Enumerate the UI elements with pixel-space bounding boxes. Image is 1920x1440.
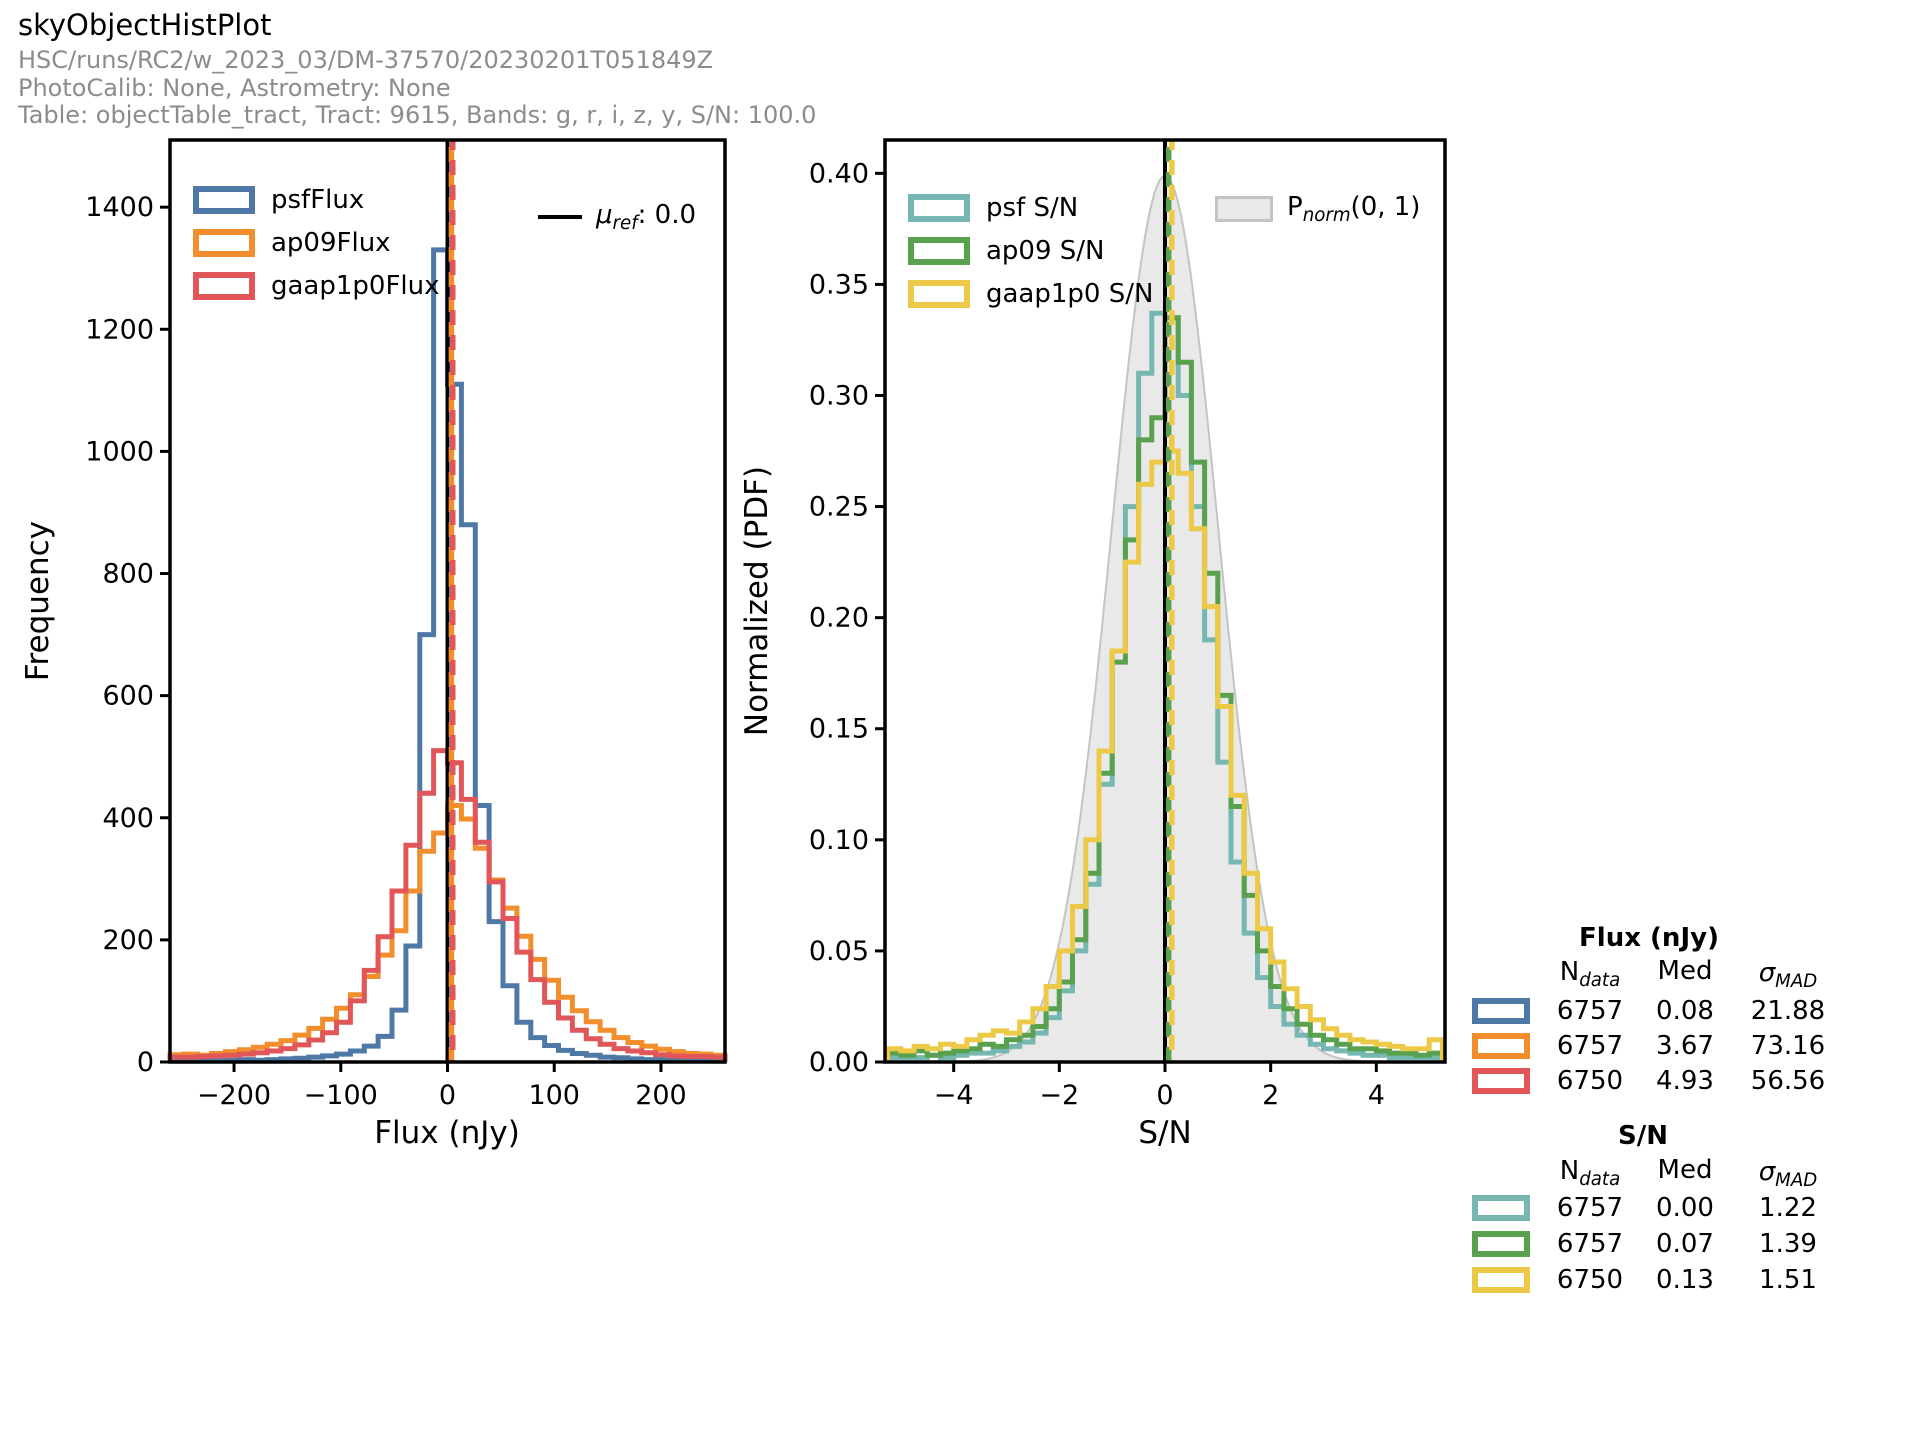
page-title: skyObjectHistPlot xyxy=(18,8,272,42)
svg-text:600: 600 xyxy=(102,681,154,712)
svg-text:100: 100 xyxy=(528,1080,580,1111)
svg-text:0.00: 0.00 xyxy=(809,1047,869,1078)
subtitle-calib: PhotoCalib: None, Astrometry: None xyxy=(18,74,451,102)
svg-text:4: 4 xyxy=(1368,1080,1385,1111)
svg-text:0.30: 0.30 xyxy=(809,380,869,411)
stats-flux-header: Flux (nJy) xyxy=(1579,923,1719,953)
psf-sn-stat-swatch-icon xyxy=(1472,1195,1530,1221)
ap09-sn-stat-swatch-icon xyxy=(1472,1231,1530,1257)
legend-item-gaap1p0flux: gaap1p0Flux xyxy=(193,264,440,307)
stats-flux-row-ap09: 6757 3.67 73.16 xyxy=(1472,1033,1882,1059)
svg-text:2: 2 xyxy=(1262,1080,1279,1111)
svg-text:0.10: 0.10 xyxy=(809,825,869,856)
stats-flux-col-sigma: σMAD xyxy=(1758,957,1818,993)
stats-sn-header: S/N xyxy=(1618,1121,1668,1151)
left-xaxis-label: Flux (nJy) xyxy=(374,1115,520,1151)
psf-sn-swatch-icon xyxy=(908,193,970,222)
gaap1p0flux-stat-swatch-icon xyxy=(1472,1068,1530,1094)
gaap1p0-sn-swatch-icon xyxy=(908,279,970,308)
stats-flux-row-gaap1p0: 6750 4.93 56.56 xyxy=(1472,1068,1882,1094)
stats-flux-col-ndata: Ndata xyxy=(1559,956,1621,992)
svg-text:1200: 1200 xyxy=(85,314,154,345)
stats-sn-col-ndata: Ndata xyxy=(1559,1155,1621,1191)
svg-text:0: 0 xyxy=(137,1047,154,1078)
svg-text:0.40: 0.40 xyxy=(809,158,869,189)
pnorm-patch-icon xyxy=(1215,196,1273,223)
ap09-sn-swatch-icon xyxy=(908,236,970,265)
stats-sn-col-med: Med xyxy=(1657,1155,1713,1185)
psfflux-swatch-icon xyxy=(193,185,255,214)
ap09flux-swatch-icon xyxy=(193,228,255,257)
right-xaxis-label: S/N xyxy=(1138,1115,1192,1151)
svg-text:0: 0 xyxy=(1156,1080,1173,1111)
gaap1p0flux-swatch-icon xyxy=(193,271,255,300)
mu-ref-legend: μref: 0.0 xyxy=(538,200,696,234)
ap09flux-stat-swatch-icon xyxy=(1472,1033,1530,1059)
left-yaxis-label: Frequency xyxy=(20,520,56,682)
legend-item-psf-sn: psf S/N xyxy=(908,186,1153,229)
psfflux-stat-swatch-icon xyxy=(1472,998,1530,1024)
svg-text:−2: −2 xyxy=(1039,1080,1079,1111)
stats-flux-row-psf: 6757 0.08 21.88 xyxy=(1472,998,1882,1024)
svg-text:0: 0 xyxy=(439,1080,456,1111)
stats-sn-row-ap09: 6757 0.07 1.39 xyxy=(1472,1231,1882,1257)
pnorm-label: Pnorm(0, 1) xyxy=(1287,192,1421,227)
svg-text:400: 400 xyxy=(102,803,154,834)
subtitle-table: Table: objectTable_tract, Tract: 9615, B… xyxy=(18,101,817,129)
gaap1p0-sn-stat-swatch-icon xyxy=(1472,1267,1530,1293)
stats-sn-col-sigma: σMAD xyxy=(1758,1156,1818,1192)
pnorm-legend: Pnorm(0, 1) xyxy=(1215,192,1420,226)
legend-item-ap09flux: ap09Flux xyxy=(193,221,440,264)
mu-ref-line-icon xyxy=(538,215,582,220)
svg-text:−4: −4 xyxy=(934,1080,974,1111)
sn-legend: psf S/N ap09 S/N gaap1p0 S/N xyxy=(908,186,1153,315)
svg-text:800: 800 xyxy=(102,559,154,590)
svg-text:0.20: 0.20 xyxy=(809,603,869,634)
subtitle-run: HSC/runs/RC2/w_2023_03/DM-37570/20230201… xyxy=(18,46,714,74)
stats-flux-col-med: Med xyxy=(1657,956,1713,986)
svg-text:−200: −200 xyxy=(197,1080,271,1111)
svg-text:1000: 1000 xyxy=(85,436,154,467)
svg-text:0.05: 0.05 xyxy=(809,936,869,967)
legend-item-ap09-sn: ap09 S/N xyxy=(908,229,1153,272)
svg-text:0.25: 0.25 xyxy=(809,492,869,523)
mu-ref-label: μref: 0.0 xyxy=(596,200,696,235)
svg-text:−100: −100 xyxy=(304,1080,378,1111)
legend-item-gaap1p0-sn: gaap1p0 S/N xyxy=(908,272,1153,315)
stats-sn-row-gaap1p0: 6750 0.13 1.51 xyxy=(1472,1267,1882,1293)
right-yaxis-label: Normalized (PDF) xyxy=(739,465,775,737)
legend-item-psfflux: psfFlux xyxy=(193,178,440,221)
svg-text:0.35: 0.35 xyxy=(809,269,869,300)
svg-text:200: 200 xyxy=(102,925,154,956)
flux-legend: psfFlux ap09Flux gaap1p0Flux xyxy=(193,178,440,307)
svg-text:200: 200 xyxy=(635,1080,687,1111)
svg-text:1400: 1400 xyxy=(85,192,154,223)
svg-text:0.15: 0.15 xyxy=(809,714,869,745)
stats-sn-row-psf: 6757 0.00 1.22 xyxy=(1472,1195,1882,1221)
